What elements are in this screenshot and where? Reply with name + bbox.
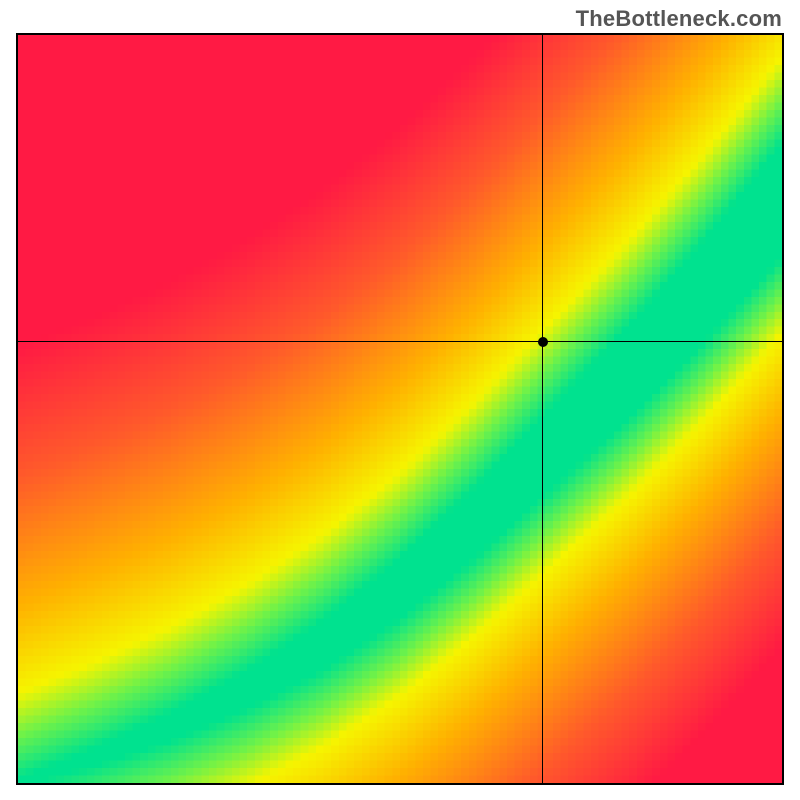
watermark-text: TheBottleneck.com bbox=[576, 6, 782, 32]
crosshair-marker bbox=[538, 337, 548, 347]
crosshair-horizontal bbox=[18, 341, 782, 342]
plot-frame bbox=[16, 33, 784, 785]
crosshair-vertical bbox=[542, 35, 543, 783]
